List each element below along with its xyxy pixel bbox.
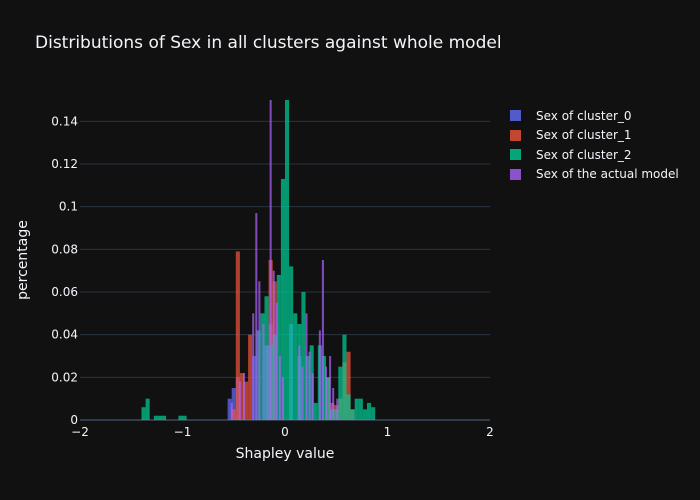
x-tick-label: −1 — [174, 425, 192, 439]
bar-series-3 — [275, 302, 278, 420]
bar-series-3 — [278, 356, 281, 420]
bar-series-0 — [231, 388, 236, 420]
bar-series-3 — [266, 345, 269, 420]
bar-series-2 — [367, 402, 372, 420]
bar-series-3 — [321, 260, 324, 420]
bar-series-3 — [255, 213, 258, 420]
bar-series-2 — [182, 415, 187, 420]
x-tick-label: 0 — [281, 425, 289, 439]
bar-series-3 — [308, 351, 311, 420]
legend-item[interactable]: Sex of cluster_1 — [510, 126, 679, 146]
legend-swatch — [510, 149, 521, 161]
bar-series-2 — [280, 178, 285, 420]
bar-series-3 — [242, 373, 246, 420]
bar-series-0 — [227, 398, 232, 420]
legend-item[interactable]: Sex of cluster_0 — [510, 106, 679, 126]
bar-series-3 — [332, 388, 335, 420]
bar-series-2 — [153, 415, 158, 420]
legend-label: Sex of cluster_1 — [536, 128, 632, 143]
bar-series-2 — [162, 415, 167, 420]
bar-series-2 — [362, 409, 367, 420]
bar-series-2 — [346, 394, 351, 420]
bar-series-2 — [371, 407, 376, 420]
y-tick-label: 0.14 — [51, 114, 78, 128]
bar-series-3 — [252, 313, 255, 420]
bar-series-2 — [293, 313, 298, 420]
bar-series-1 — [239, 373, 244, 420]
x-tick-label: 2 — [486, 425, 494, 439]
bar-series-3 — [329, 356, 332, 420]
legend: Sex of cluster_0 Sex of cluster_1 Sex of c… — [510, 106, 679, 184]
bar-series-2 — [342, 334, 347, 420]
legend-item[interactable]: Sex of the actual model — [510, 165, 679, 185]
y-tick-label: 0.08 — [51, 242, 78, 256]
x-axis-title: Shapley value — [235, 446, 335, 462]
bar-series-3 — [258, 281, 261, 420]
bar-series-3 — [324, 366, 328, 420]
bar-series-2 — [157, 415, 162, 420]
bar-series-2 — [358, 398, 363, 420]
bar-series-2 — [350, 409, 355, 420]
legend-swatch — [510, 110, 521, 122]
y-tick-label: 0.06 — [51, 285, 78, 299]
legend-item[interactable]: Sex of cluster_2 — [510, 145, 679, 165]
legend-swatch — [510, 168, 521, 180]
y-tick-label: 0 — [70, 413, 78, 427]
bar-series-2 — [285, 100, 290, 420]
bar-series-1 — [235, 251, 240, 420]
y-tick-label: 0.04 — [51, 328, 78, 342]
bar-series-3 — [281, 377, 284, 420]
bar-series-3 — [311, 373, 314, 420]
y-tick-label: 0.02 — [51, 370, 78, 384]
bar-series-2 — [301, 292, 306, 420]
bar-series-3 — [230, 402, 233, 420]
bar-series-2 — [178, 415, 183, 420]
legend-label: Sex of the actual model — [536, 167, 679, 182]
bar-series-2 — [145, 398, 150, 420]
bar-series-2 — [289, 266, 294, 420]
bar-series-2 — [276, 274, 281, 420]
legend-swatch — [510, 129, 521, 141]
bar-series-3 — [318, 330, 321, 420]
bar-series-3 — [298, 345, 301, 420]
tick-layer: 0 0.02 0.04 0.06 0.08 0.1 0.12 0.14 −2 −1 0 1 2 — [51, 114, 494, 439]
bar-series-1 — [231, 409, 236, 420]
bar-series-1 — [346, 351, 351, 420]
bar-series-2 — [256, 330, 261, 420]
bar-series-2 — [313, 402, 318, 420]
x-tick-label: −2 — [71, 425, 89, 439]
y-tick-label: 0.1 — [59, 200, 78, 214]
legend-label: Sex of cluster_2 — [536, 147, 632, 162]
legend-label: Sex of cluster_0 — [536, 108, 632, 123]
bar-layer — [141, 100, 376, 420]
y-tick-label: 0.12 — [51, 157, 78, 171]
bar-series-3 — [269, 100, 272, 420]
bar-series-3 — [301, 366, 304, 420]
y-axis-title: percentage — [15, 220, 31, 300]
bar-series-3 — [262, 324, 265, 420]
bar-series-3 — [336, 398, 339, 420]
bar-series-2 — [326, 377, 331, 420]
bar-series-3 — [238, 381, 241, 420]
bar-series-2 — [354, 398, 359, 420]
bar-series-1 — [244, 381, 249, 420]
chart-title: Distributions of Sex in all clusters aga… — [35, 33, 502, 53]
bar-series-2 — [141, 407, 146, 420]
bar-series-2 — [338, 366, 343, 420]
x-tick-label: 1 — [384, 425, 392, 439]
bar-series-3 — [305, 313, 308, 420]
bar-series-3 — [272, 270, 275, 420]
bar-series-2 — [321, 356, 326, 420]
bar-series-1 — [248, 334, 253, 420]
